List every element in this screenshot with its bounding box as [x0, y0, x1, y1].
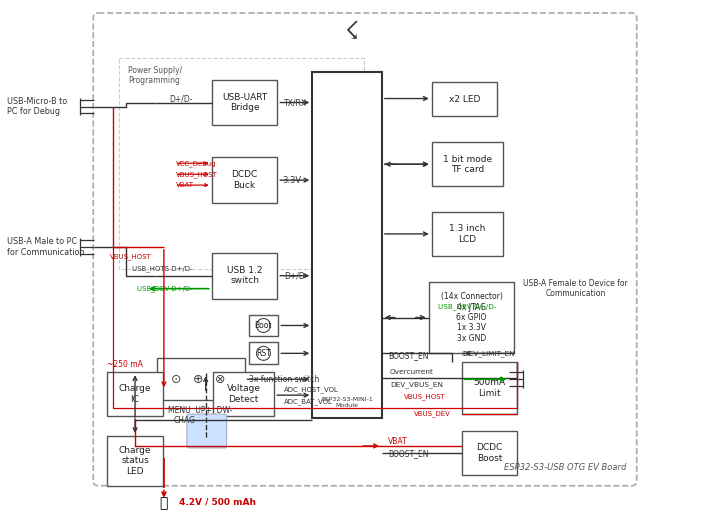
- FancyBboxPatch shape: [248, 314, 279, 336]
- Text: Voltage
Detect: Voltage Detect: [227, 385, 261, 404]
- Text: 1.3 inch
LCD: 1.3 inch LCD: [449, 224, 486, 244]
- Text: Overcurrent: Overcurrent: [390, 369, 433, 375]
- FancyBboxPatch shape: [157, 358, 245, 400]
- Text: 500mA
Limit: 500mA Limit: [473, 378, 505, 398]
- Text: ⊕: ⊕: [192, 373, 203, 386]
- FancyBboxPatch shape: [212, 80, 277, 125]
- Text: (14x Connector)
4x JTAG
6x GPIO
1x 3.3V
3x GND: (14x Connector) 4x JTAG 6x GPIO 1x 3.3V …: [441, 292, 503, 343]
- Text: USB-A Female to Device for
Communication: USB-A Female to Device for Communication: [523, 279, 628, 298]
- Text: USB_DEV D+/D-: USB_DEV D+/D-: [438, 303, 497, 310]
- Text: VBAT: VBAT: [388, 437, 408, 446]
- Text: x2 LED: x2 LED: [449, 95, 480, 103]
- Text: 3.3V: 3.3V: [282, 176, 302, 185]
- FancyBboxPatch shape: [432, 212, 503, 256]
- Text: ADC_BAT_VOL: ADC_BAT_VOL: [284, 398, 333, 404]
- Text: BOOST_EN: BOOST_EN: [388, 450, 428, 458]
- Text: USB-A Male to PC
for Communication: USB-A Male to PC for Communication: [6, 237, 84, 257]
- Text: VBUS_HOST: VBUS_HOST: [110, 253, 152, 260]
- Text: D+/D-: D+/D-: [169, 94, 193, 103]
- Text: Charge
IC: Charge IC: [119, 385, 151, 404]
- Text: Charge
status
LED: Charge status LED: [119, 446, 151, 476]
- Text: MENU  UP+  DW-: MENU UP+ DW-: [168, 406, 233, 415]
- FancyBboxPatch shape: [462, 431, 517, 475]
- Text: ⊙: ⊙: [171, 373, 181, 386]
- Text: 🔌: 🔌: [160, 497, 168, 510]
- FancyBboxPatch shape: [212, 253, 277, 298]
- FancyBboxPatch shape: [186, 414, 227, 448]
- Text: ESP32-S3-USB OTG EV Board: ESP32-S3-USB OTG EV Board: [505, 463, 626, 472]
- Text: DCDC
Boost: DCDC Boost: [476, 443, 503, 462]
- FancyBboxPatch shape: [432, 81, 498, 116]
- Text: USB-UART
Bridge: USB-UART Bridge: [222, 93, 267, 112]
- Text: 1 bit mode
TF card: 1 bit mode TF card: [443, 155, 492, 174]
- Text: 4.2V / 500 mAh: 4.2V / 500 mAh: [179, 497, 256, 506]
- Text: 3x function switch: 3x function switch: [248, 375, 319, 383]
- Text: USB_DEV D+/D-: USB_DEV D+/D-: [137, 285, 193, 292]
- Text: IDEV_LIMIT_EN: IDEV_LIMIT_EN: [462, 350, 515, 357]
- Text: USB 1.2
switch: USB 1.2 switch: [227, 266, 262, 285]
- FancyBboxPatch shape: [212, 157, 277, 203]
- Text: VBUS_HOST: VBUS_HOST: [176, 171, 217, 178]
- Text: DEV_VBUS_EN: DEV_VBUS_EN: [390, 381, 443, 388]
- Text: USB_HOTS D+/D-: USB_HOTS D+/D-: [132, 265, 193, 272]
- FancyBboxPatch shape: [428, 282, 514, 353]
- Text: VBAT: VBAT: [176, 182, 194, 188]
- Text: ⊗: ⊗: [215, 373, 225, 386]
- Text: CHAG: CHAG: [174, 416, 196, 424]
- Text: BOOST_EN: BOOST_EN: [388, 351, 428, 360]
- FancyBboxPatch shape: [312, 72, 382, 418]
- Text: ADC_HOST_VOL: ADC_HOST_VOL: [284, 386, 339, 393]
- Text: VCC_Debug: VCC_Debug: [176, 160, 216, 166]
- Text: Boot: Boot: [255, 321, 272, 330]
- Text: RST: RST: [256, 349, 271, 358]
- FancyBboxPatch shape: [107, 372, 163, 416]
- Text: ~250 mA: ~250 mA: [107, 360, 143, 369]
- Text: ESP32-S3-MINI-1
Module: ESP32-S3-MINI-1 Module: [321, 397, 373, 408]
- Text: D+/D-: D+/D-: [284, 271, 308, 280]
- FancyBboxPatch shape: [432, 142, 503, 186]
- Text: USB-Micro-B to
PC for Debug: USB-Micro-B to PC for Debug: [6, 97, 67, 116]
- Text: DCDC
Buck: DCDC Buck: [231, 170, 258, 190]
- Text: Power Supply/
Programming: Power Supply/ Programming: [128, 66, 182, 85]
- Text: ☇: ☇: [345, 20, 359, 44]
- FancyBboxPatch shape: [248, 343, 279, 365]
- FancyBboxPatch shape: [462, 362, 517, 414]
- Text: VBUS_DEV: VBUS_DEV: [414, 411, 451, 417]
- Text: VBUS_HOST: VBUS_HOST: [404, 393, 446, 399]
- FancyBboxPatch shape: [94, 13, 636, 486]
- FancyBboxPatch shape: [119, 58, 364, 269]
- FancyBboxPatch shape: [107, 436, 163, 486]
- FancyBboxPatch shape: [212, 372, 274, 416]
- Text: TX/RX: TX/RX: [284, 98, 307, 107]
